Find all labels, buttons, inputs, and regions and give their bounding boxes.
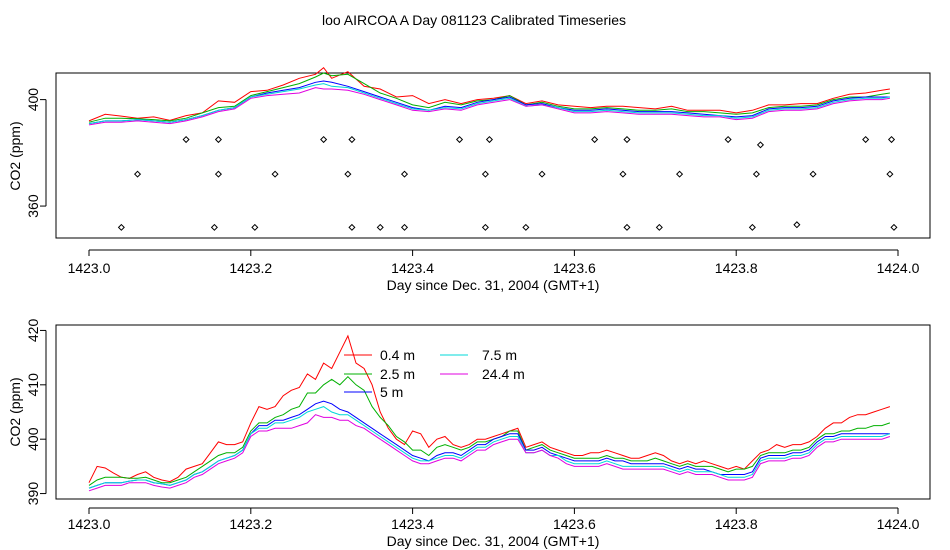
legend-label: 7.5 m <box>482 347 517 363</box>
outlier-point <box>455 135 464 144</box>
outlier-point <box>522 223 530 231</box>
outlier-point <box>400 170 409 178</box>
series-line-2-5-m <box>88 72 890 123</box>
outlier-point <box>214 135 222 144</box>
outlier-point <box>376 223 384 231</box>
chart-panel-bottom: 1423.0 1423.2 1423.4 1423.6 1423.8 1424.0 390 4… <box>7 319 931 549</box>
figure-title: loo AIRCOA A Day 081123 Calibrated Times… <box>322 12 626 28</box>
series-line-24-4-m <box>88 87 890 126</box>
outlier-point <box>756 141 765 149</box>
x-tick-label: 1423.2 <box>229 260 272 276</box>
x-tick-label: 1424.0 <box>877 260 920 276</box>
outlier-point <box>210 223 218 231</box>
x-tick-label: 1423.0 <box>68 516 111 532</box>
outlier-point <box>676 170 684 178</box>
outlier-point <box>793 221 801 229</box>
x-tick-label: 1424.0 <box>877 516 920 532</box>
plot-frame-bottom <box>55 324 931 500</box>
x-tick-label: 1423.8 <box>715 260 758 276</box>
outlier-point <box>400 223 409 231</box>
x-tick-label: 1423.4 <box>391 260 434 276</box>
x-tick-label: 1423.2 <box>229 516 272 532</box>
outlier-point <box>591 135 599 144</box>
outlier-point <box>862 135 870 144</box>
legend-label: 0.4 m <box>380 347 415 363</box>
legend: 0.4 m 2.5 m 5 m 7.5 m 24.4 m <box>344 347 525 400</box>
outlier-point <box>117 223 125 231</box>
legend-label: 2.5 m <box>380 366 415 382</box>
y-tick-label: 420 <box>25 319 41 343</box>
y-tick-label: 400 <box>25 427 41 451</box>
y-tick-label: 410 <box>25 373 41 397</box>
outlier-point <box>886 170 894 178</box>
series-line-7-5-m <box>88 83 890 125</box>
outlier-point <box>655 223 663 231</box>
outlier-point <box>320 135 328 144</box>
outlier-point <box>481 223 489 231</box>
outlier-point <box>251 223 259 231</box>
outlier-point <box>348 135 356 144</box>
y-axis-label-top: CO2 (ppm) <box>7 121 23 190</box>
legend-label: 5 m <box>380 384 403 400</box>
outlier-point <box>538 170 546 178</box>
legend-label: 24.4 m <box>482 366 525 382</box>
x-tick-label: 1423.6 <box>553 516 596 532</box>
outlier-point <box>748 223 756 231</box>
outlier-point <box>809 170 817 178</box>
outlier-point <box>134 170 142 178</box>
plot-frame-top <box>55 72 931 239</box>
outlier-point <box>485 135 493 144</box>
y-tick-label: 360 <box>25 194 41 218</box>
series-line-0-4-m <box>88 66 890 122</box>
y-axis-label-bottom: CO2 (ppm) <box>7 377 23 446</box>
series-line-24-4-m <box>88 414 891 492</box>
x-tick-label: 1423.8 <box>715 516 758 532</box>
x-tick-label: 1423.0 <box>68 260 111 276</box>
y-tick-label: 390 <box>25 482 41 506</box>
outlier-point <box>887 135 896 144</box>
x-axis-label-top: Day since Dec. 31, 2004 (GMT+1) <box>387 277 600 293</box>
outlier-point <box>623 135 631 144</box>
series-line-2-5-m <box>88 375 891 486</box>
x-axis-label-bottom: Day since Dec. 31, 2004 (GMT+1) <box>387 533 600 549</box>
outlier-point <box>481 170 489 178</box>
series-line-0-4-m <box>88 334 891 483</box>
outlier-point <box>214 170 222 178</box>
outlier-point <box>348 223 356 231</box>
outlier-point <box>752 170 760 178</box>
y-tick-label: 400 <box>25 88 41 112</box>
outlier-point <box>344 170 352 178</box>
outlier-point <box>619 170 627 178</box>
outlier-point <box>623 223 631 231</box>
outlier-point <box>890 223 898 231</box>
x-tick-label: 1423.6 <box>553 260 596 276</box>
x-tick-label: 1423.4 <box>391 516 434 532</box>
chart-panel-top: 1423.0 1423.2 1423.4 1423.6 1423.8 1424.0 360 4… <box>7 66 931 293</box>
series-line-7-5-m <box>88 406 891 489</box>
outlier-point <box>182 135 190 144</box>
outlier-point <box>271 170 279 178</box>
outlier-point <box>724 135 732 144</box>
